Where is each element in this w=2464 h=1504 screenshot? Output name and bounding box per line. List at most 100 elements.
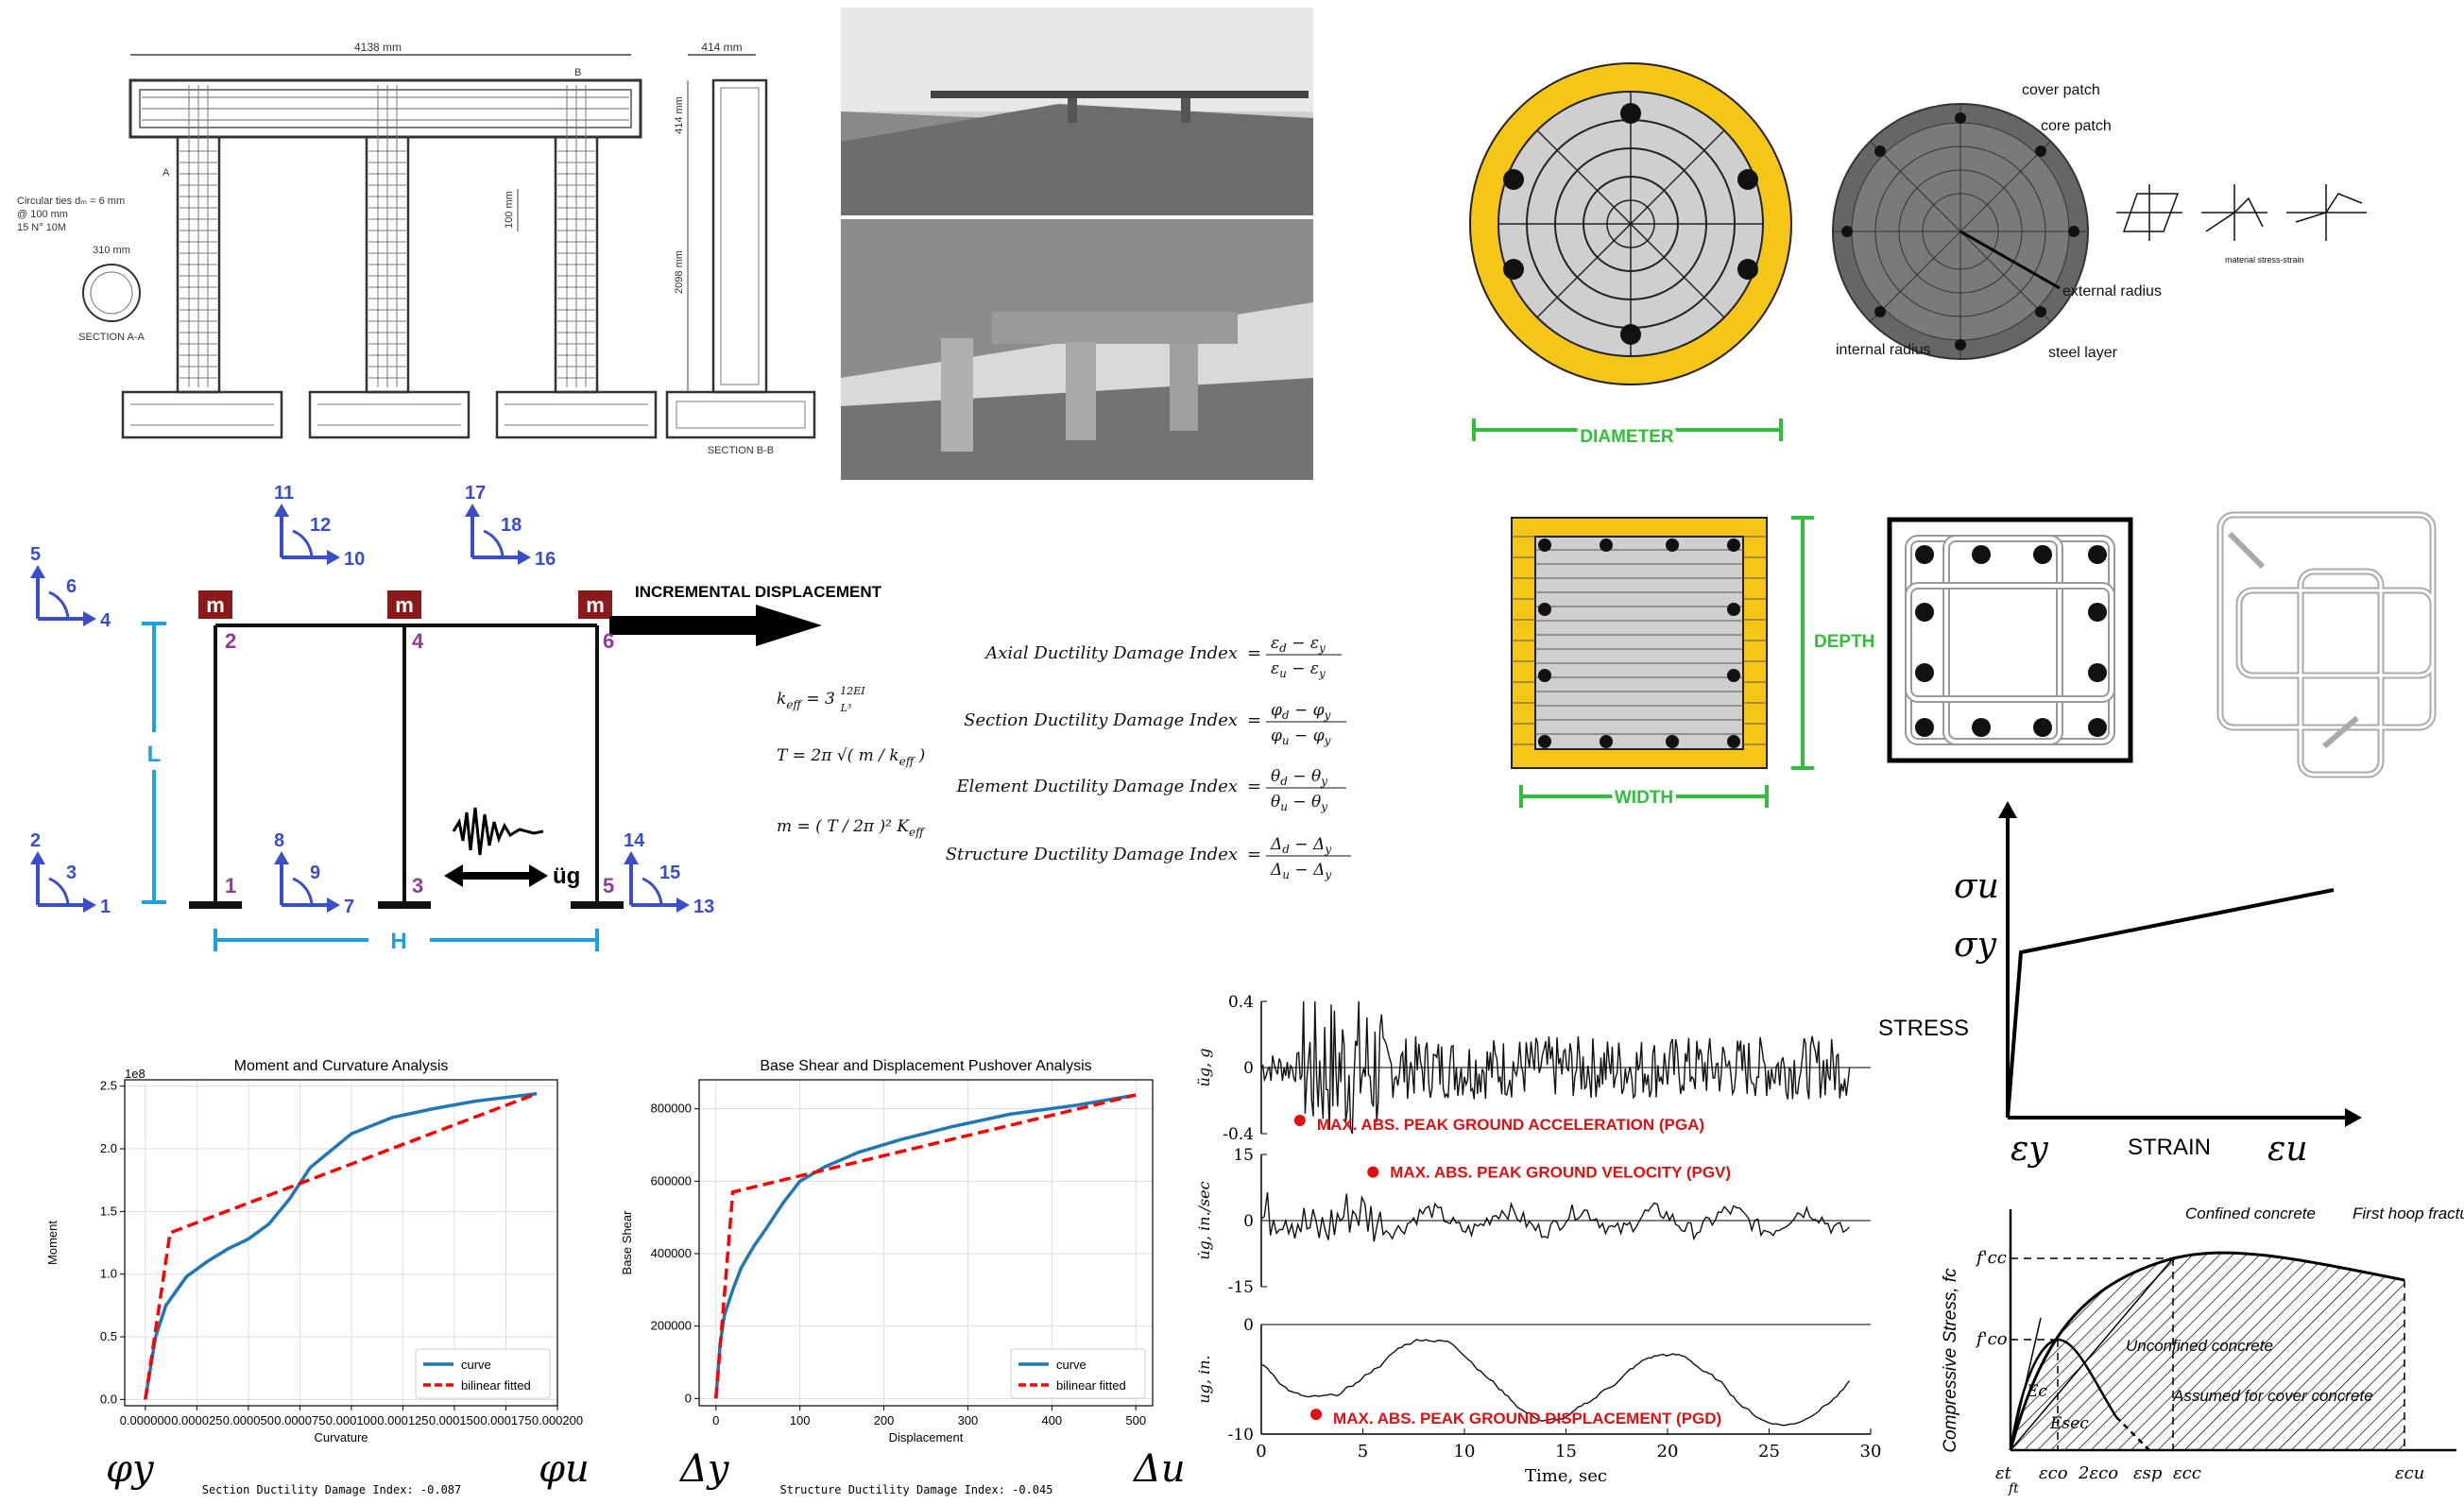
x-axis-label: Displacement [889, 1430, 964, 1444]
dim-col-height: 2098 mm [674, 250, 685, 294]
tick-label-y: 2.0 [100, 1141, 117, 1155]
dof-rotation-arc [642, 877, 663, 906]
ec-label: Ec [2026, 1382, 2047, 1401]
dof-arrowhead-y [30, 565, 45, 578]
series-line-curve [714, 1093, 1137, 1399]
legend-label: curve [461, 1358, 491, 1372]
ground-accel-label: üg [553, 863, 580, 889]
section-ddi: Section Ductility Damage Index [964, 710, 1238, 730]
dof-arrowhead-x [518, 550, 531, 565]
svg-text:=: = [1247, 643, 1261, 663]
dof-rotation-arc [48, 590, 70, 620]
dim-spacing: 100 mm [504, 191, 515, 229]
tick-label-y: 1.0 [100, 1267, 117, 1281]
tick-label-x: 400 [1041, 1413, 1062, 1427]
tick-label-x: 0 [712, 1413, 719, 1427]
panel-tick-label: 0 [1243, 1059, 1254, 1078]
dof-label: 14 [624, 830, 645, 851]
x-axis-label: Curvature [314, 1430, 368, 1444]
ductility-index-footer: Section Ductility Damage Index: -0.087 [202, 1483, 462, 1496]
peak-label: MAX. ABS. PEAK GROUND ACCELERATION (PGA) [1317, 1116, 1704, 1134]
svg-text:θu − θy: θu − θy [1271, 793, 1327, 813]
yield-symbol: φy [106, 1447, 155, 1491]
first-hoop-label: First hoop fracture [2353, 1205, 2464, 1222]
mass-1: m [206, 593, 225, 617]
tick-label-x: 500 [1125, 1413, 1146, 1427]
tick-label-x: 100 [790, 1413, 811, 1427]
tick-label-x: 0.000200 [532, 1413, 583, 1427]
time-tick-label: 25 [1758, 1442, 1780, 1461]
mass-3: m [586, 593, 605, 617]
tick-label-y: 200000 [651, 1319, 692, 1333]
dof-label: 15 [659, 863, 680, 883]
mander-tick-label: εsp [2133, 1463, 2163, 1483]
dof-label: 17 [465, 483, 486, 504]
dof-arrowhead-x [327, 550, 340, 565]
ground-motion-chart: 0.4 0 -0.4 üg, g MAX. ABS. PEAK GROUND ACCEL… [1195, 993, 1881, 1486]
mander-ylabel: Compressive Stress, fc [1941, 1268, 1960, 1453]
dim-col-width: 414 mm [701, 41, 742, 54]
panel-tick-label: -0.4 [1223, 1125, 1254, 1144]
dof-label: 7 [344, 897, 354, 917]
legend-label: bilinear fitted [1056, 1378, 1126, 1393]
dof-label: 12 [310, 515, 331, 536]
axial-ddi: Axial Ductility Damage Index [984, 643, 1238, 663]
ground-motion-icon [452, 807, 544, 856]
incremental-label: INCREMENTAL DISPLACEMENT [635, 583, 882, 601]
dim-circle: 310 mm [93, 245, 130, 256]
tick-label-x: 0.000100 [326, 1413, 377, 1427]
cover-patch-label: cover patch [2022, 82, 2100, 98]
element-ddi: Element Ductility Damage Index [956, 777, 1238, 796]
ultimate-symbol: Δu [1132, 1447, 1186, 1491]
panel-ylabel: u̇g, in./sec [1195, 1181, 1213, 1259]
dof-label: 13 [693, 897, 714, 917]
chart-title: Moment and Curvature Analysis [234, 1058, 449, 1074]
tick-label-x: 200 [874, 1413, 895, 1427]
svg-text:Δu − Δy: Δu − Δy [1270, 861, 1331, 881]
dof-label: 2 [30, 830, 41, 851]
tick-label-x: 0.000175 [480, 1413, 531, 1427]
tick-label-y: 0.5 [100, 1329, 117, 1343]
section-aa-label: SECTION A-A [78, 332, 145, 343]
fiber-patch-diagram: cover patch core patch external radius i… [1832, 82, 2367, 361]
series-line-curve [144, 1091, 538, 1400]
tick-label-y: 800000 [651, 1102, 692, 1116]
series-line-bilinear-fitted [144, 1091, 538, 1400]
dof-rotation-arc [292, 529, 314, 558]
mander-model: Compressive Stress, fc f'cc f'co Confine… [1941, 1205, 2464, 1496]
svg-text:=: = [1247, 777, 1261, 796]
svg-text:θd − θy: θd − θy [1271, 767, 1327, 788]
legend-label: bilinear fitted [461, 1378, 531, 1393]
fco-label: f'co [1975, 1329, 2008, 1349]
series-line-bilinear-fitted [714, 1093, 1137, 1399]
svg-text:φd − φy: φd − φy [1271, 701, 1331, 722]
rebar-cage-perspective [2216, 511, 2437, 778]
svg-text:εd − εy: εd − εy [1271, 634, 1326, 655]
sigma-u-label: σu [1954, 867, 1999, 906]
ultimate-symbol: φu [539, 1447, 590, 1491]
depth-label: DEPTH [1814, 632, 1874, 652]
panel-tick-label: 0 [1243, 1316, 1254, 1335]
dim-width: 4138 mm [354, 41, 402, 54]
bilinear-stress-strain: σu σy STRESS εy STRAIN εu [1878, 801, 2362, 1169]
y-multiplier: 1e8 [125, 1067, 145, 1081]
dof-arrowhead-x [327, 897, 340, 913]
dof-arrowhead-x [676, 897, 690, 913]
bridge-photo-bottom [841, 219, 1313, 480]
rebar-section-square [1887, 517, 2133, 763]
dof-arrowhead-y [274, 504, 289, 517]
dof-arrowhead-y [274, 851, 289, 864]
ties-line3: 15 N° 10M [17, 222, 66, 233]
dof-label: 6 [66, 576, 77, 597]
panel-ylabel: üg, g [1195, 1049, 1213, 1087]
tick-label-y: 600000 [651, 1173, 692, 1188]
peak-label: MAX. ABS. PEAK GROUND DISPLACEMENT (PGD) [1333, 1410, 1721, 1427]
bridge-photo-top [841, 8, 1313, 215]
tick-label-x: 0.000150 [429, 1413, 480, 1427]
dim-beam-depth: 414 mm [674, 96, 685, 134]
tick-label-x: 300 [958, 1413, 979, 1427]
ground-motion-trace [1260, 1000, 1851, 1135]
y-axis-label: Moment [45, 1221, 60, 1265]
dof-label: 11 [274, 483, 294, 504]
tick-label-y: 1.5 [100, 1204, 117, 1218]
